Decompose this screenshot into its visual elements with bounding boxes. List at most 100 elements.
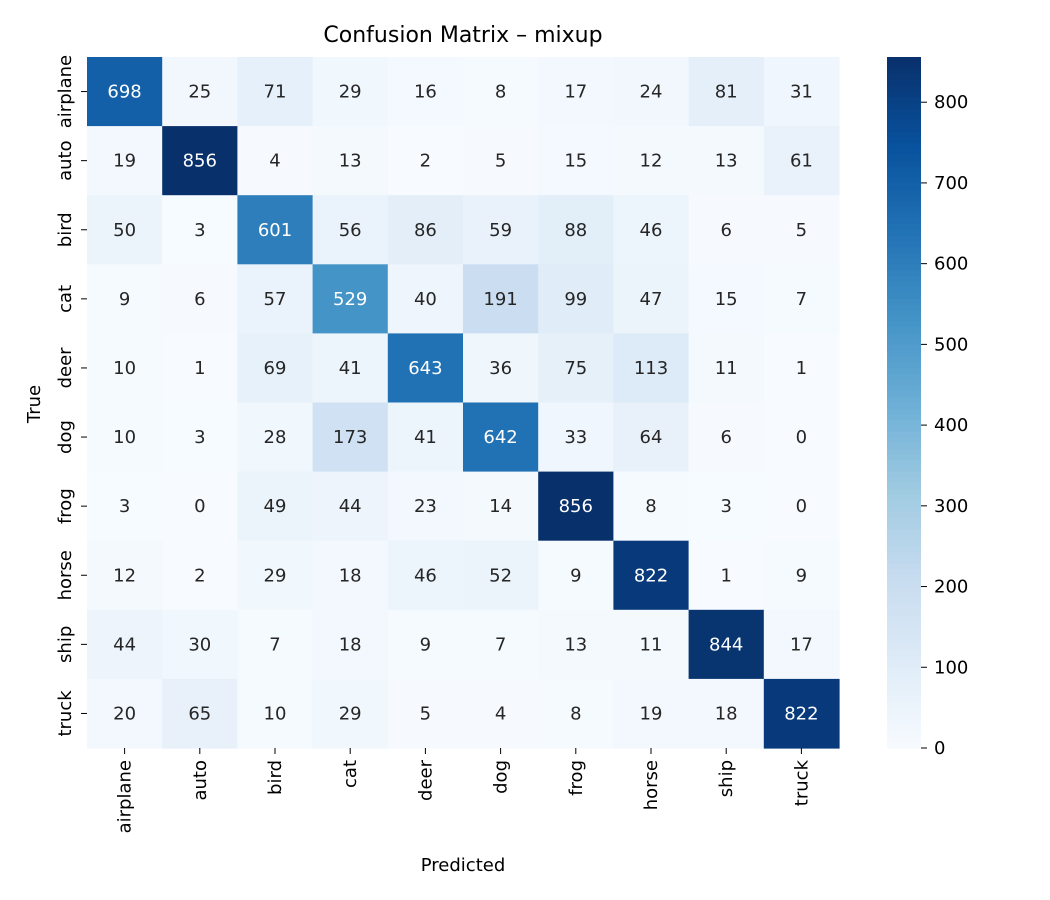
heatmap-cell	[463, 609, 539, 680]
colorbar-gradient-segment	[887, 477, 921, 484]
colorbar-gradient-segment	[887, 103, 921, 110]
x-tick-label: cat	[340, 760, 361, 788]
colorbar-gradient-segment	[887, 506, 921, 513]
cell-value-label: 19	[640, 703, 663, 724]
heatmap-cell	[162, 540, 238, 611]
colorbar-gradient-segment	[887, 713, 921, 720]
colorbar-gradient-segment	[887, 500, 921, 507]
colorbar-gradient-segment	[887, 442, 921, 450]
colorbar-tick-label: 100	[934, 657, 968, 678]
colorbar-gradient-segment	[887, 385, 921, 392]
cell-value-label: 15	[564, 151, 587, 172]
cell-value-label: 3	[720, 496, 731, 517]
cell-value-label: 13	[564, 634, 587, 655]
colorbar-gradient-segment	[887, 402, 921, 409]
heatmap-cell	[538, 540, 614, 611]
colorbar-gradient-segment	[887, 471, 921, 478]
colorbar-gradient-segment	[887, 293, 921, 300]
cell-value-label: 9	[796, 565, 807, 586]
heatmap-cell	[463, 57, 539, 127]
cell-value-label: 52	[489, 565, 512, 586]
cell-value-label: 1	[194, 358, 205, 379]
colorbar-tick-label: 200	[934, 577, 968, 598]
heatmap-cell	[763, 57, 840, 127]
cell-value-label: 23	[414, 496, 437, 517]
colorbar-gradient-segment	[887, 425, 921, 432]
heatmap-cell	[312, 264, 389, 334]
heatmap-cell	[237, 678, 314, 749]
heatmap-cell	[162, 333, 238, 404]
colorbar-tick-label: 400	[934, 415, 968, 436]
colorbar-gradient-segment	[887, 678, 921, 686]
cell-value-label: 19	[113, 151, 136, 172]
colorbar-gradient-segment	[887, 667, 921, 674]
colorbar-gradient-segment	[887, 690, 921, 697]
chart-title: Confusion Matrix – mixup	[323, 23, 602, 48]
colorbar-gradient-segment	[887, 275, 921, 283]
heatmap-cell	[387, 402, 464, 473]
cell-value-label: 86	[414, 220, 437, 241]
colorbar-gradient-segment	[887, 448, 921, 455]
colorbar-gradient-segment	[887, 673, 921, 680]
cell-value-label: 47	[640, 289, 663, 310]
colorbar-gradient-segment	[887, 281, 921, 288]
colorbar-gradient-segment	[887, 563, 921, 571]
colorbar-gradient-segment	[887, 91, 921, 98]
heatmap-cell	[688, 540, 765, 611]
colorbar-gradient-segment	[887, 258, 921, 265]
colorbar-gradient-segment	[887, 298, 921, 306]
colorbar-gradient-segment	[887, 131, 921, 139]
heatmap-cell	[162, 264, 238, 334]
cell-value-label: 65	[188, 703, 211, 724]
cell-value-label: 11	[640, 634, 663, 655]
colorbar-gradient-segment	[887, 126, 921, 133]
y-tick-label: dog	[55, 420, 76, 454]
heatmap-cell	[237, 471, 314, 542]
x-tick-label: auto	[190, 760, 211, 801]
cell-value-label: 5	[495, 151, 506, 172]
colorbar-gradient-segment	[887, 189, 921, 196]
cell-value-label: 57	[264, 289, 287, 310]
colorbar-gradient-segment	[887, 241, 921, 248]
heatmap-cell	[387, 126, 464, 196]
cell-value-label: 643	[408, 358, 442, 379]
colorbar-gradient-segment	[887, 212, 921, 219]
colorbar-gradient-segment	[887, 621, 921, 628]
heatmap-cell	[538, 333, 614, 404]
cell-value-label: 29	[339, 82, 362, 103]
colorbar-gradient-segment	[887, 316, 921, 323]
colorbar-gradient-segment	[887, 235, 921, 242]
colorbar-gradient-segment	[887, 68, 921, 75]
colorbar-tick-label: 0	[934, 738, 945, 759]
heatmap-cell	[538, 471, 614, 542]
cell-value-label: 6	[194, 289, 205, 310]
heatmap-cell	[763, 402, 840, 473]
heatmap-cell	[613, 540, 690, 611]
heatmap-cell	[763, 540, 840, 611]
heatmap-cell	[387, 678, 464, 749]
y-tick-label: ship	[55, 626, 76, 663]
colorbar-gradient-segment	[887, 57, 921, 64]
colorbar-gradient-segment	[887, 575, 921, 582]
heatmap-cell	[763, 264, 840, 334]
cell-value-label: 17	[564, 82, 587, 103]
colorbar-gradient-segment	[887, 627, 921, 634]
heatmap-cell	[312, 471, 389, 542]
heatmap-cell	[87, 609, 163, 680]
cell-value-label: 46	[640, 220, 663, 241]
heatmap-cell	[613, 333, 690, 404]
cell-value-label: 10	[264, 703, 287, 724]
heatmap-cell	[763, 678, 840, 749]
cell-value-label: 41	[414, 427, 437, 448]
colorbar-gradient-segment	[887, 454, 921, 461]
colorbar-gradient-segment	[887, 742, 921, 749]
colorbar-gradient-segment	[887, 229, 921, 237]
colorbar-gradient-segment	[887, 696, 921, 703]
colorbar-gradient-segment	[887, 736, 921, 743]
colorbar-gradient-segment	[887, 644, 921, 651]
colorbar-gradient-segment	[887, 177, 921, 185]
heatmap-cell	[463, 126, 539, 196]
cell-value-label: 33	[564, 427, 587, 448]
colorbar-gradient-segment	[887, 615, 921, 622]
cell-value-label: 1	[720, 565, 731, 586]
